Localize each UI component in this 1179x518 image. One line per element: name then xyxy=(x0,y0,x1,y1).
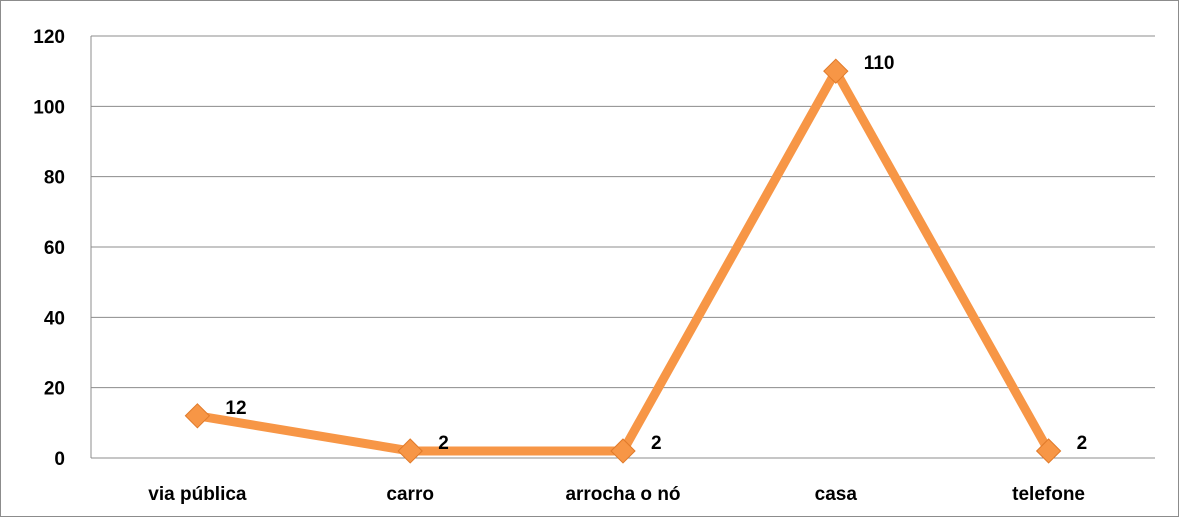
x-axis-categories: via pública carro arrocha o nó casa telefone xyxy=(148,484,1085,505)
y-tick-label: 80 xyxy=(44,168,65,189)
x-category-label: carro xyxy=(386,484,434,505)
x-category-label: telefone xyxy=(1012,484,1085,505)
y-tick-label: 100 xyxy=(33,97,65,118)
series-line-path xyxy=(192,61,1054,456)
x-category-label: via pública xyxy=(148,484,247,505)
data-point-marker xyxy=(184,403,211,429)
data-point-marker xyxy=(397,438,423,464)
y-axis-ticks: 0 20 40 60 80 100 120 xyxy=(33,27,65,470)
data-label: 2 xyxy=(438,433,449,454)
x-category-label: casa xyxy=(815,484,858,505)
y-tick-label: 120 xyxy=(33,27,65,48)
y-tick-label: 20 xyxy=(44,379,65,400)
data-point-marker xyxy=(823,58,849,84)
data-label: 2 xyxy=(1077,433,1088,454)
data-label: 2 xyxy=(651,433,662,454)
data-label: 12 xyxy=(225,398,246,419)
data-point-marker xyxy=(610,438,636,464)
data-labels: 12 2 2 110 2 xyxy=(225,53,1087,454)
gridlines xyxy=(90,35,1155,459)
x-category-label: arrocha o nó xyxy=(565,484,680,505)
data-label: 110 xyxy=(864,53,895,74)
y-tick-label: 60 xyxy=(44,238,65,259)
y-tick-label: 0 xyxy=(54,449,65,470)
series-line xyxy=(192,61,1054,456)
y-tick-label: 40 xyxy=(44,308,65,329)
data-point-marker xyxy=(1035,438,1062,464)
series-markers xyxy=(184,58,1062,464)
